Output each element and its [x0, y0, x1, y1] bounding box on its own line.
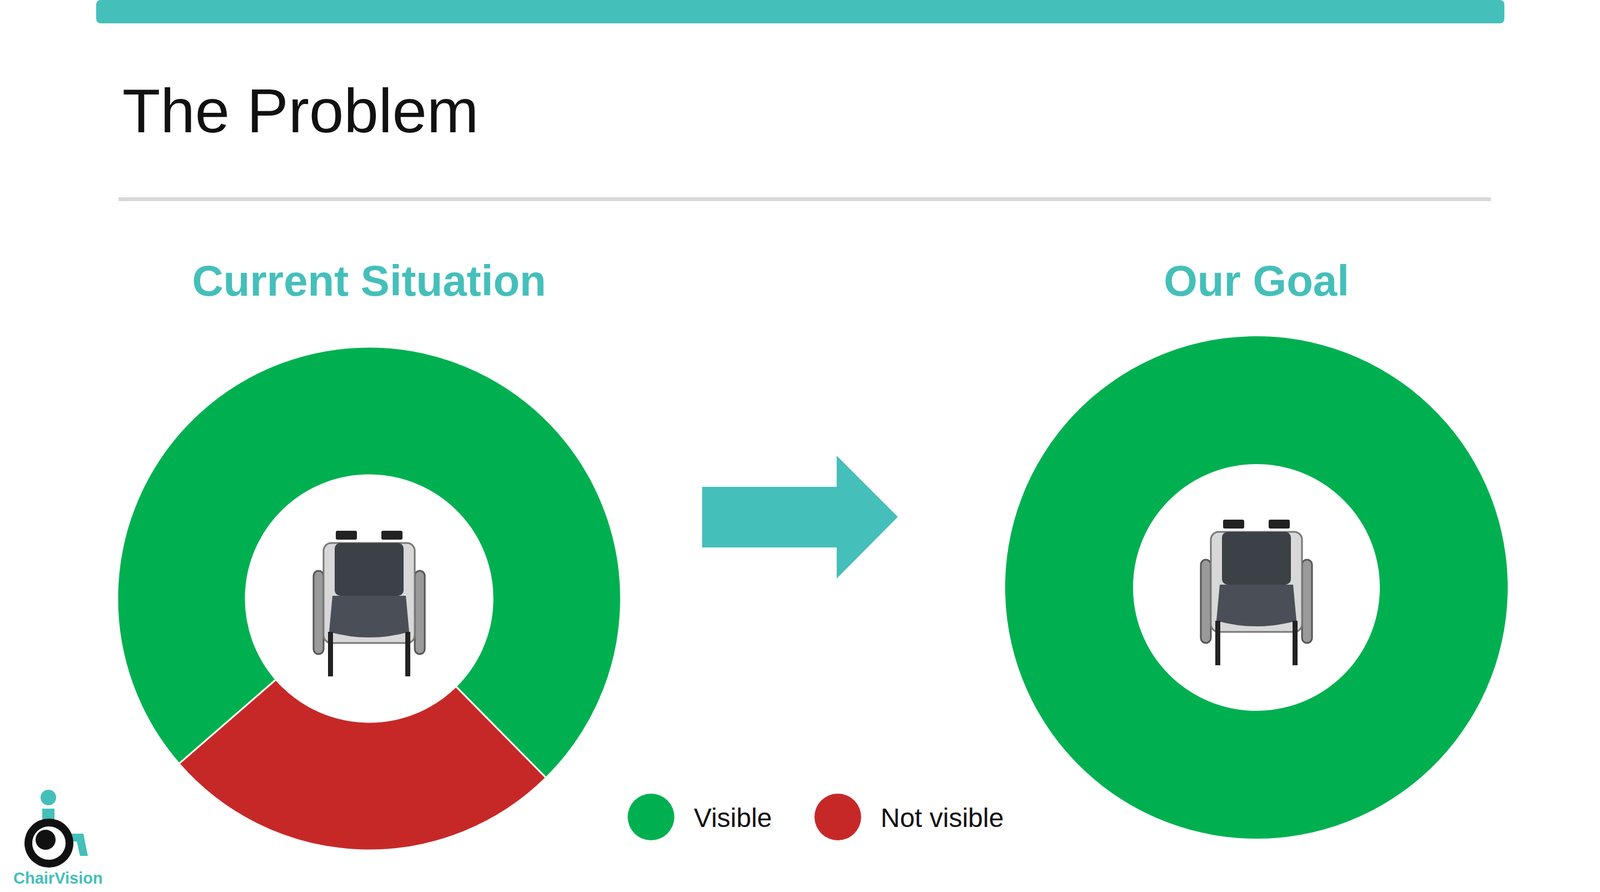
chair-back — [334, 543, 404, 596]
slices — [1005, 336, 1508, 839]
slices — [117, 346, 621, 851]
donut-chart: Our Goal — [1005, 256, 1508, 839]
slice — [1005, 336, 1508, 839]
chair-handle — [1268, 519, 1290, 529]
wheelchair-icon — [313, 530, 425, 677]
chart-title: Our Goal — [1163, 256, 1350, 306]
logo-head — [40, 789, 57, 806]
logo: ChairVision — [13, 789, 103, 888]
chair-frame — [1210, 532, 1303, 633]
chair-frame — [323, 543, 415, 644]
chair-wheel — [1302, 559, 1313, 644]
slice — [179, 679, 546, 851]
legend-swatch — [627, 793, 675, 841]
chair-seat — [1216, 584, 1297, 627]
legend: Visible Not visible — [627, 793, 1004, 841]
logo-eye-pupil — [35, 830, 56, 851]
chair-handle — [1223, 519, 1245, 529]
chair-back — [1221, 532, 1291, 585]
slide-title: The Problem — [122, 76, 479, 146]
divider — [118, 197, 1492, 202]
logo-text: ChairVision — [13, 869, 103, 888]
legend-swatch — [814, 793, 862, 841]
wheelchair-icon — [1200, 519, 1313, 666]
chair-wheel — [1200, 559, 1211, 644]
donut-chart: Current Situation — [117, 256, 621, 851]
arrow — [702, 455, 898, 579]
chair-leg — [328, 632, 334, 677]
slice — [117, 346, 621, 779]
chair-leg — [1292, 620, 1298, 666]
legend-label: Not visible — [880, 803, 1004, 833]
slice — [1066, 668, 1164, 753]
chair-handle — [335, 530, 357, 540]
chair-wheel — [414, 570, 425, 655]
slide: The Problem Current Situation Visible Not v… — [0, 0, 1600, 892]
logo-eye-outer — [24, 818, 74, 868]
chair-leg — [405, 632, 411, 677]
legend-label: Visible — [693, 803, 773, 833]
chart-title: Current Situation — [192, 256, 547, 306]
chair-handle — [381, 530, 403, 540]
chair-leg — [1215, 620, 1221, 666]
top-bar — [96, 0, 1505, 24]
chair-seat — [329, 595, 410, 638]
chair-wheel — [313, 570, 324, 655]
logo-eye-white — [32, 826, 66, 861]
